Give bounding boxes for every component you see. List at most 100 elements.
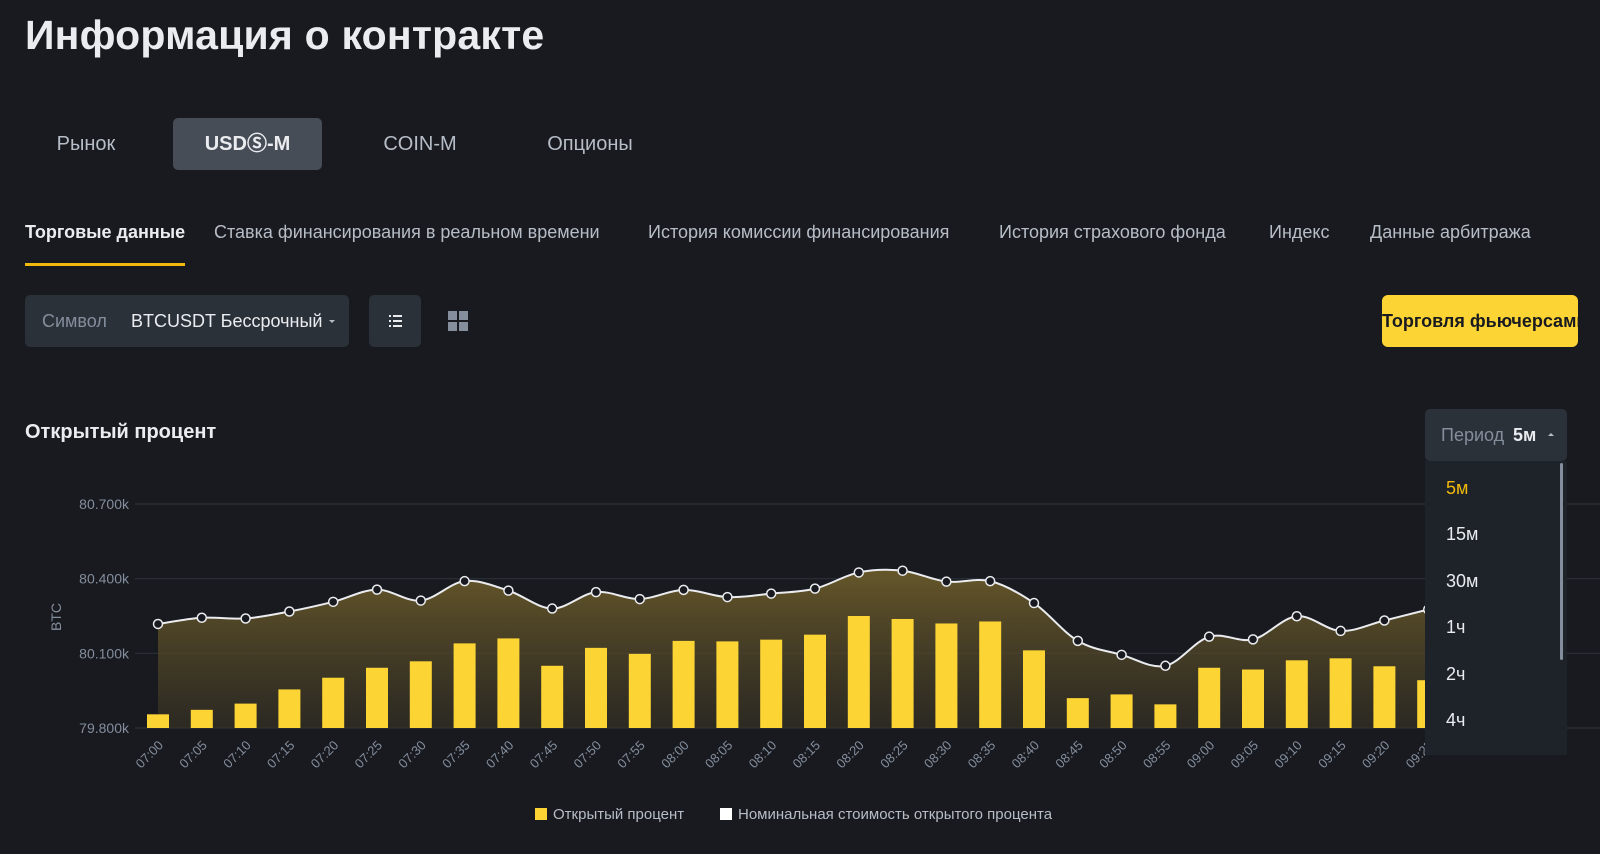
x-tick-label: 08:40 [1009,738,1043,772]
symbol-select[interactable]: Символ BTCUSDT Бессрочный [25,295,349,347]
notional-point [1160,660,1171,672]
y-tick-label: 80.700k [79,496,130,512]
grid-view-button[interactable] [437,295,489,347]
open-interest-bar [541,665,564,728]
open-interest-bar [1285,660,1308,728]
notional-point [1116,649,1127,661]
period-option-15m[interactable]: 15м [1446,524,1479,544]
x-tick-label: 08:35 [965,738,999,772]
x-tick-label: 07:10 [220,738,254,772]
notional-point [1291,610,1303,622]
y-tick-label: 80.400k [79,571,130,587]
notional-area [158,569,1429,728]
open-interest-bar [1023,650,1045,728]
tab-coin-m[interactable]: COIN-M [383,133,457,155]
open-interest-bar [234,703,257,728]
tab-arbitrage-data[interactable]: Данные арбитража [1370,222,1531,242]
list-icon [389,315,402,327]
tab-insurance-fund-history[interactable]: История страхового фонда [999,222,1226,242]
period-option-30m[interactable]: 30м [1446,571,1479,591]
tab-trading-data[interactable]: Торговые данные [25,222,186,266]
legend-label-open-interest: Открытый процент [553,806,684,823]
x-tick-label: 07:55 [614,738,648,772]
x-tick-label: 09:15 [1315,738,1349,772]
notional-point [634,593,646,605]
open-interest-bar [1198,667,1221,728]
tab-options[interactable]: Опционы [547,133,633,155]
menu-scrollbar[interactable] [1560,463,1563,660]
open-interest-bar [804,634,826,728]
y-tick-label: 79.800k [79,720,130,736]
open-interest-bar [760,639,783,728]
notional-point [503,585,514,596]
tab-funding-fee-history[interactable]: История комиссии финансирования [648,222,950,242]
page-title: Информация о контракте [25,12,545,58]
x-tick-label: 09:05 [1228,738,1262,772]
notional-point [371,584,383,595]
open-interest-bar [891,618,914,728]
tab-index[interactable]: Индекс [1269,222,1330,242]
x-tick-label: 07:35 [439,738,473,772]
futures-trade-button[interactable]: Торговля фьючерсами [1382,295,1587,347]
open-interest-bar [278,689,301,728]
open-interest-title: Открытый процент [25,421,217,443]
grid-icon [448,311,468,331]
open-interest-bar [979,621,1002,728]
notional-point [284,606,295,617]
x-tick-label: 07:30 [395,738,429,772]
period-option-1h[interactable]: 1ч [1446,617,1466,637]
open-interest-bar [147,714,169,728]
notional-point [1247,634,1259,645]
notional-point [1028,597,1040,609]
x-tick-label: 08:25 [877,738,911,772]
notional-point [765,588,777,599]
notional-point [853,567,865,578]
x-tick-label: 08:45 [1052,738,1086,772]
period-select[interactable]: Период 5м [1425,409,1567,461]
notional-point [240,613,251,624]
open-interest-bar [1329,658,1352,728]
notional-point [590,586,602,598]
open-interest-bar [672,640,695,728]
period-option-2h[interactable]: 2ч [1446,664,1466,684]
x-tick-label: 09:00 [1184,738,1218,772]
notional-point [1203,631,1215,642]
x-tick-label: 08:15 [790,738,824,772]
x-tick-label: 09:10 [1271,738,1305,772]
period-dropdown-menu: 5м 15м 30м 1ч 2ч 4ч [1425,461,1567,755]
open-interest-bar [190,709,213,728]
chevron-down-icon [329,320,335,323]
period-option-5m[interactable]: 5м [1446,478,1469,498]
open-interest-bar [1373,666,1396,728]
notional-point [984,575,996,587]
y-tick-label: 80.100k [79,645,130,661]
tab-realtime-funding-rate[interactable]: Ставка финансирования в реальном времени [214,222,600,242]
sub-tabs: Торговые данные Ставка финансирования в … [0,212,1600,268]
x-tick-label: 08:00 [658,738,692,772]
list-view-button[interactable] [369,295,421,347]
open-interest-bar [453,643,476,728]
x-tick-label: 08:05 [702,738,736,772]
open-interest-bar [409,661,432,728]
y-axis-label: BTC [48,603,64,631]
notional-point [459,575,470,587]
legend-swatch-open-interest [535,808,547,820]
open-interest-bar [322,677,345,728]
open-interest-chart: 80.700k 80.400k 80.100k 79.800k BTC 07:00 07:0… [48,496,1600,823]
x-tick-label: 09:20 [1359,738,1393,772]
notional-point [1335,625,1346,637]
notional-point [722,591,733,603]
tab-market[interactable]: Рынок [56,133,116,155]
x-tick-label: 07:00 [133,738,167,772]
open-interest-bar [1242,669,1264,728]
open-interest-bar [716,641,739,728]
period-value: 5м [1513,425,1537,445]
legend-label-notional: Номинальная стоимость открытого процента [738,806,1053,823]
x-tick-label: 07:40 [483,738,517,772]
open-interest-bar [935,623,958,728]
tab-usds-m[interactable]: USDⓈ-M [173,118,322,170]
period-option-4h[interactable]: 4ч [1446,710,1466,730]
notional-point [809,583,821,594]
open-interest-bar [1110,694,1133,728]
open-interest-bar [497,638,520,728]
